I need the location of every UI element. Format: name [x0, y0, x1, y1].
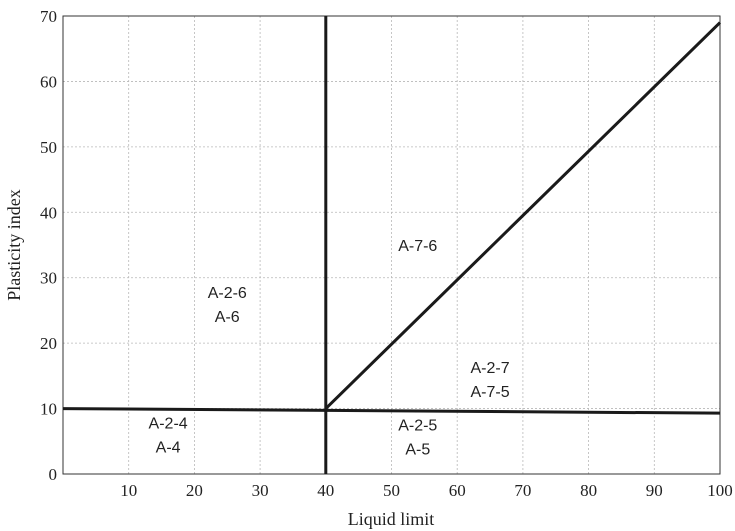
x-tick-label: 40 — [317, 481, 334, 500]
region-labels: A-7-6 A-2-6 A-6 A-2-7 A-7-5 A-2-4 A-4 A-2-5 A-5 — [149, 238, 510, 459]
x-tick-label: 50 — [383, 481, 400, 500]
x-tick-label: 30 — [252, 481, 269, 500]
y-tick-label: 10 — [40, 400, 57, 419]
region-label: A-5 — [405, 442, 430, 459]
x-tick-label: 60 — [449, 481, 466, 500]
boundary-line-3 — [324, 21, 722, 410]
region-label: A-2-5 — [398, 418, 437, 435]
y-tick-label: 40 — [40, 203, 57, 222]
boundary-line-1 — [62, 407, 721, 415]
region-label: A-2-6 — [208, 285, 247, 302]
region-label: A-7-5 — [470, 384, 509, 401]
y-tick-label: 60 — [40, 72, 57, 91]
x-tick-label: 20 — [186, 481, 203, 500]
x-axis-title: Liquid limit — [348, 509, 435, 529]
boundary-lines — [62, 16, 722, 474]
x-tick-label: 70 — [514, 481, 531, 500]
y-tick-label: 30 — [40, 269, 57, 288]
x-tick-label: 90 — [646, 481, 663, 500]
region-label: A-7-6 — [398, 238, 437, 255]
region-label: A-2-7 — [470, 360, 509, 377]
grid — [63, 16, 720, 474]
x-tick-label: 10 — [120, 481, 137, 500]
tick-labels: 10 20 30 40 50 60 70 80 90 100 0 10 20 30 40 50 60 70 — [40, 7, 733, 500]
region-label: A-2-4 — [149, 416, 188, 433]
y-tick-label: 50 — [40, 138, 57, 157]
y-tick-label: 0 — [49, 465, 58, 484]
region-label: A-6 — [215, 309, 240, 326]
y-axis-title: Plasticity index — [4, 189, 24, 301]
x-tick-label: 100 — [707, 481, 733, 500]
x-tick-label: 80 — [580, 481, 597, 500]
y-tick-label: 20 — [40, 334, 57, 353]
region-label: A-4 — [156, 440, 181, 457]
plot-frame — [62, 15, 721, 475]
y-tick-label: 70 — [40, 7, 57, 26]
